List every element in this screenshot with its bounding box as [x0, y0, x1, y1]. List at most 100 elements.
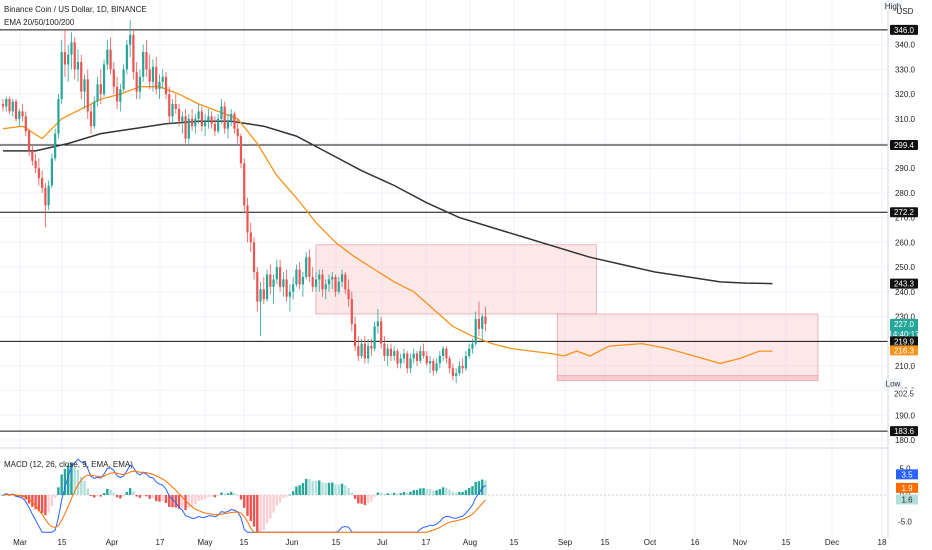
macd-histogram-bar: [1, 495, 5, 496]
candle-body: [112, 69, 115, 87]
macd-histogram-bar: [67, 465, 70, 495]
price-tick-label: 330.0: [895, 65, 916, 74]
candles: [1, 20, 487, 384]
price-tick-label: 270.0: [895, 214, 916, 223]
currency-label[interactable]: USD: [897, 7, 914, 16]
candle-body: [174, 104, 177, 109]
macd-histogram-bar: [415, 490, 419, 495]
candle-body: [321, 274, 324, 290]
macd-histogram-bar: [145, 495, 148, 497]
candle-body: [142, 52, 145, 77]
candle-body: [181, 116, 184, 122]
candle-body: [265, 274, 269, 300]
price-tag-label: 227.0: [894, 320, 915, 329]
candle-body: [145, 52, 148, 70]
macd-histogram-bar: [96, 495, 99, 497]
macd-histogram-bar: [249, 495, 252, 522]
macd-histogram-bar: [275, 495, 279, 506]
macd-histogram-bar: [233, 493, 236, 495]
macd-histogram-bar: [295, 486, 298, 495]
candle-body: [233, 113, 236, 129]
macd-histogram-bar: [243, 495, 246, 508]
candle-body: [438, 356, 441, 364]
date-tick-label: 16: [691, 538, 700, 547]
macd-panel: [0, 458, 888, 533]
candle-body: [194, 118, 197, 127]
macd-histogram-bar: [112, 492, 116, 495]
price-tick-label: 310.0: [895, 115, 916, 124]
candle-body: [34, 160, 37, 169]
range-zone: [556, 375, 819, 382]
macd-histogram-bar: [70, 462, 73, 495]
macd-histogram-bar: [376, 492, 380, 495]
candle-body: [275, 267, 278, 280]
candle-body: [57, 99, 60, 134]
candle-body: [155, 66, 158, 90]
macd-histogram-bar: [278, 495, 282, 503]
price-tag-bg: [890, 140, 918, 151]
macd-histogram-bar: [318, 480, 321, 495]
candle-body: [80, 62, 83, 92]
candle-body: [435, 363, 438, 371]
macd-tag-bg: [896, 494, 918, 505]
candle-body: [412, 353, 415, 359]
macd-histogram-bar: [50, 495, 54, 507]
macd-histogram-bar: [40, 495, 44, 513]
candle-body: [109, 49, 112, 70]
date-tick-label: May: [197, 538, 212, 547]
candle-body: [282, 279, 285, 287]
candle-body: [83, 79, 86, 92]
macd-histogram-bar: [246, 495, 249, 516]
candle-body: [125, 44, 128, 70]
candle-body: [54, 133, 57, 159]
candle-body: [451, 368, 454, 376]
macd-histogram-bar: [425, 488, 428, 495]
macd-histogram-bar: [181, 495, 184, 509]
candle-body: [204, 121, 207, 127]
macd-histogram-bar: [301, 483, 305, 495]
date-tick-label: 15: [332, 538, 341, 547]
macd-histogram-bar: [379, 492, 383, 495]
candle-body: [259, 289, 262, 302]
candle-body: [220, 106, 223, 119]
date-tick-label: Nov: [733, 538, 747, 547]
date-tick-label: 15: [782, 538, 791, 547]
candle-body: [44, 188, 47, 206]
candle-body: [425, 356, 428, 364]
macd-tag-bg: [896, 482, 918, 493]
macd-histogram-bar: [412, 490, 415, 495]
price-tick-label: 280.0: [895, 189, 916, 198]
macd-histogram-bar: [161, 495, 164, 502]
candle-body: [415, 353, 419, 361]
price-tags: High 346.0 299.4 272.2 243.3 227.014:40:17219…: [884, 1, 920, 505]
candle-body: [132, 34, 135, 72]
candle-body: [360, 343, 363, 356]
candle-body: [272, 279, 275, 287]
candle-body: [14, 101, 18, 119]
macd-histogram-bar: [216, 495, 220, 496]
candle-body: [269, 274, 272, 287]
macd-histogram-bar: [207, 495, 210, 498]
candle-body: [197, 111, 200, 119]
candle-body: [168, 94, 171, 117]
macd-histogram-bar: [477, 481, 481, 495]
candle-body: [31, 150, 34, 161]
macd-histogram-bar: [106, 488, 109, 495]
candle-body: [419, 351, 422, 361]
candle-body: [409, 358, 412, 369]
candle-body: [327, 279, 331, 285]
candle-body: [376, 321, 379, 327]
signal-line: [2, 470, 486, 533]
macd-histogram-bar: [262, 495, 265, 531]
macd-histogram-bar: [308, 479, 311, 495]
price-tick-label: 290.0: [895, 164, 916, 173]
macd-histogram-bar: [366, 495, 370, 504]
candle-body: [252, 242, 256, 272]
date-tick-label: Mar: [13, 538, 27, 547]
macd-histogram-bar: [239, 495, 243, 500]
candle-body: [187, 118, 190, 139]
macd-histogram-bar: [448, 489, 451, 495]
macd-histogram-bar: [451, 491, 455, 495]
macd-histogram-bar: [396, 493, 399, 495]
